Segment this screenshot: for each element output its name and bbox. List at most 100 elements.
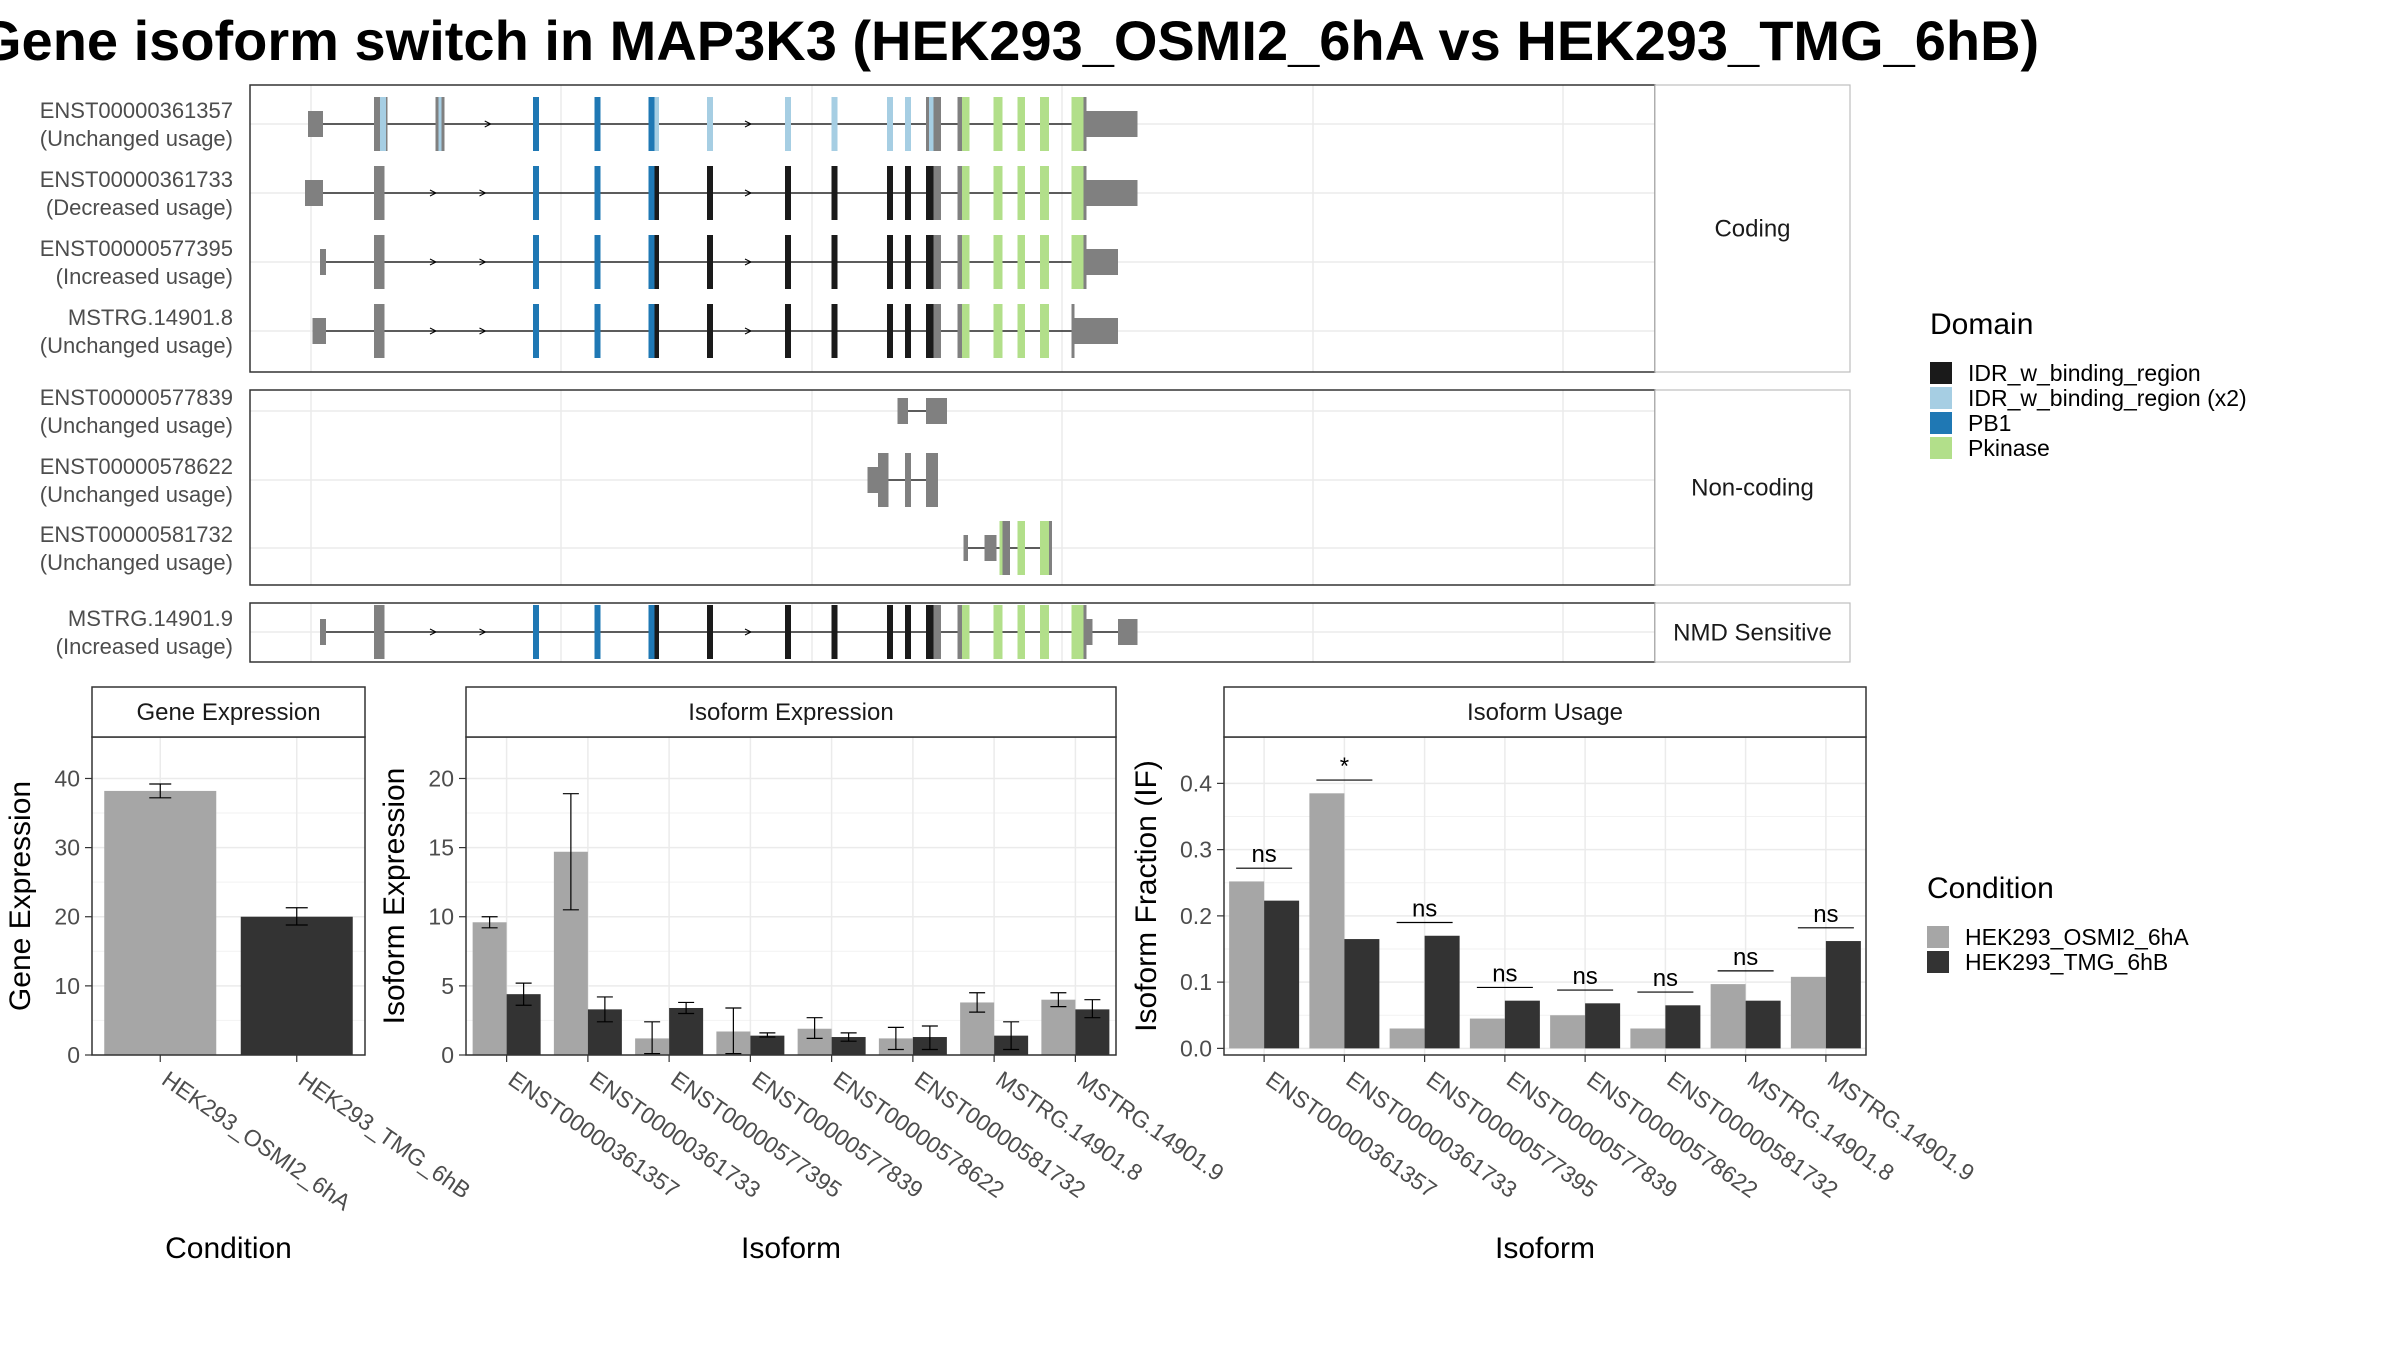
strand-arrow — [479, 628, 487, 636]
exon-segment — [1083, 605, 1087, 659]
exon-segment — [926, 304, 934, 358]
facet-strip-label: Isoform Usage — [1467, 699, 1623, 726]
exon-segment — [1040, 304, 1049, 358]
strand-arrow — [484, 120, 492, 128]
exon-segment — [533, 304, 539, 358]
exon-segment — [1086, 180, 1138, 206]
exon-segment — [962, 605, 970, 659]
significance-label: * — [1340, 753, 1349, 780]
bar — [1585, 1003, 1621, 1049]
exon-segment — [993, 235, 1003, 289]
significance-label: ns — [1492, 960, 1517, 987]
strand-arrow — [429, 189, 438, 197]
exon-segment — [594, 235, 601, 289]
legend-condition-label: HEK293_TMG_6hB — [1965, 949, 2168, 975]
exon-segment — [1086, 111, 1138, 137]
strand-arrow — [429, 258, 438, 266]
bar — [1309, 793, 1345, 1049]
exon-segment — [441, 97, 445, 151]
bar — [1389, 1028, 1425, 1049]
exon-segment — [435, 97, 439, 151]
transcript-id-label: MSTRG.14901.9 — [68, 606, 233, 631]
exon-segment — [957, 97, 962, 151]
bar — [1825, 941, 1861, 1049]
exon-segment — [962, 235, 970, 289]
y-tick-label: 40 — [54, 765, 80, 791]
exon-segment — [374, 97, 380, 151]
exon-segment — [933, 166, 941, 220]
exon-segment — [312, 318, 326, 344]
transcript-usage-label: (Decreased usage) — [46, 195, 233, 220]
exon-segment — [999, 521, 1003, 575]
exon-segment — [962, 97, 970, 151]
exon-segment — [1086, 249, 1118, 275]
exon-segment — [1017, 166, 1025, 220]
legend-domain-label: IDR_w_binding_region (x2) — [1968, 385, 2247, 411]
transcript-id-label: ENST00000577839 — [40, 385, 233, 410]
exon-segment — [533, 235, 539, 289]
exon-segment — [594, 605, 601, 659]
y-tick-label: 5 — [441, 973, 454, 999]
exon-segment — [707, 605, 713, 659]
transcript-usage-label: (Unchanged usage) — [40, 126, 233, 151]
facet-strip — [1223, 686, 1867, 738]
exon-segment — [308, 111, 323, 137]
bar — [1424, 935, 1460, 1049]
transcript-id-label: ENST00000578622 — [40, 454, 233, 479]
exon-segment — [993, 166, 1003, 220]
bar — [240, 916, 353, 1055]
exon-segment — [1083, 166, 1087, 220]
y-axis-title: Isoform Expression — [378, 768, 411, 1025]
exon-segment — [1040, 166, 1049, 220]
x-tick-label: MSTRG.14901.9 — [1823, 1066, 1979, 1186]
x-tick-label: MSTRG.14901.9 — [1073, 1066, 1229, 1186]
exon-segment — [887, 605, 893, 659]
exon-segment — [594, 97, 601, 151]
exon-segment — [1002, 521, 1010, 575]
bar — [104, 790, 217, 1055]
legend-domain-key — [1930, 362, 1952, 384]
exon-segment — [905, 453, 911, 507]
exon-segment — [905, 304, 911, 358]
exon-segment — [933, 97, 941, 151]
facet-strip — [1654, 602, 1851, 663]
chart-title-text: Gene isoform switch in MAP3K3 (HEK293_OS… — [0, 9, 2040, 72]
transcript-usage-label: (Unchanged usage) — [40, 482, 233, 507]
legend-domain-label: PB1 — [1968, 410, 2011, 436]
exon-segment — [926, 398, 947, 424]
significance-label: ns — [1733, 944, 1758, 971]
bar — [669, 1007, 704, 1055]
strand-arrow — [744, 189, 753, 197]
transcript-usage-label: (Unchanged usage) — [40, 333, 233, 358]
legend-condition-key — [1927, 926, 1949, 948]
exon-segment — [785, 605, 791, 659]
exon-segment — [1071, 605, 1084, 659]
exon-segment — [1074, 318, 1118, 344]
exon-segment — [707, 235, 713, 289]
exon-segment — [993, 605, 1003, 659]
exon-segment — [374, 605, 385, 659]
facet-strip-label: Gene Expression — [136, 699, 320, 726]
exon-segment — [905, 166, 911, 220]
exon-segment — [533, 166, 539, 220]
exon-segment — [654, 166, 659, 220]
exon-segment — [1040, 605, 1049, 659]
exon-segment — [831, 605, 838, 659]
structure-panel-bg — [250, 390, 1655, 585]
strand-arrow — [744, 628, 753, 636]
legend-condition-key — [1927, 951, 1949, 973]
strand-arrow — [479, 189, 487, 197]
transcript-usage-label: (Unchanged usage) — [40, 550, 233, 575]
legend-condition-title: Condition — [1927, 872, 2054, 905]
exon-segment — [438, 97, 442, 151]
exon-segment — [374, 235, 385, 289]
exon-segment — [386, 97, 388, 151]
transcript-id-label: ENST00000361357 — [40, 98, 233, 123]
bar — [1630, 1028, 1666, 1049]
y-tick-label: 0.3 — [1180, 837, 1212, 863]
exon-segment — [707, 304, 713, 358]
legend-domain-title: Domain — [1930, 308, 2033, 341]
exon-segment — [1017, 521, 1025, 575]
exon-segment — [648, 166, 655, 220]
